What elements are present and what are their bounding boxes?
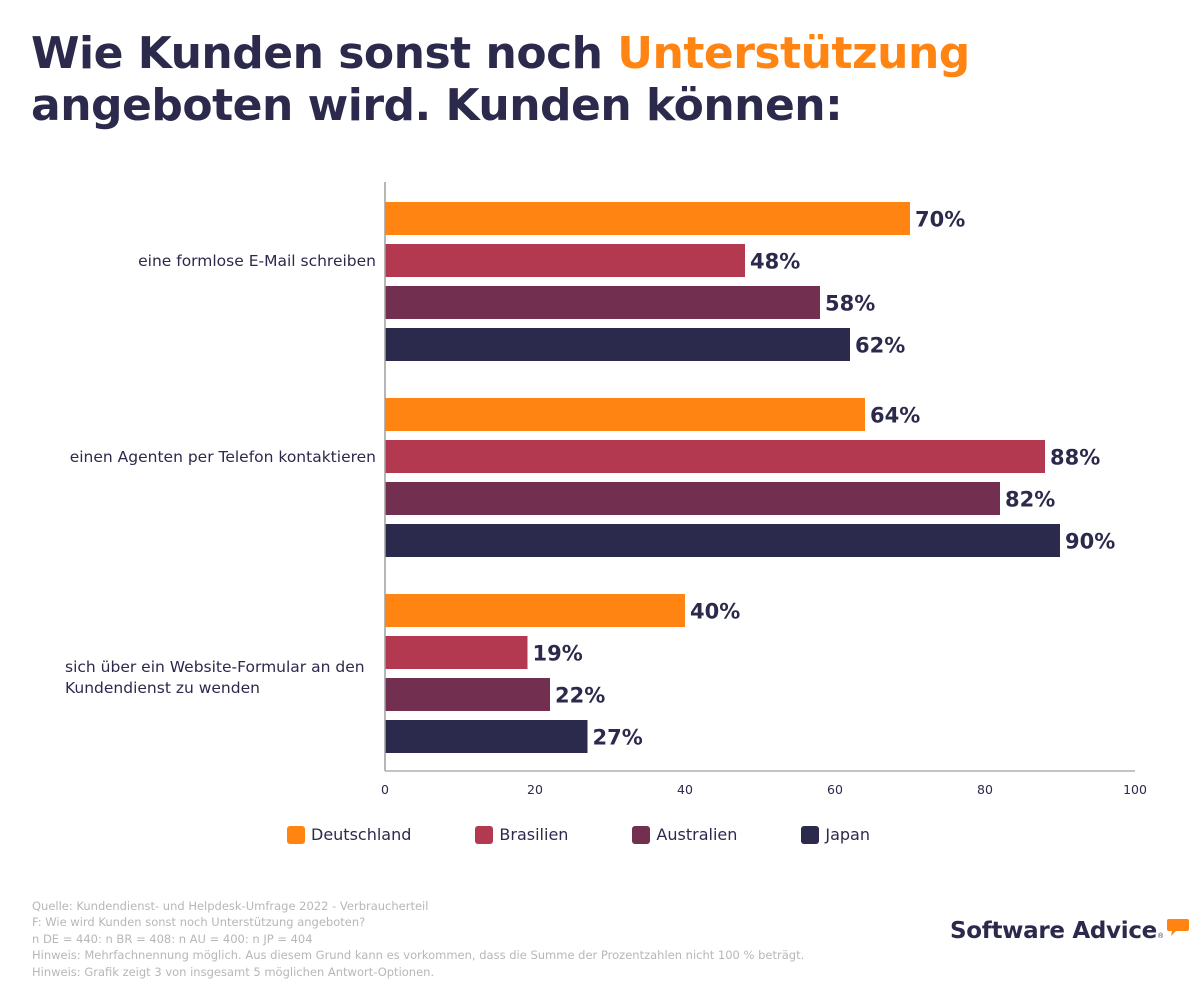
bar-chart: 70% 48% 58% 62% 64% 88% 82% 90% 40% 19% 22% 27% 0 20… xyxy=(381,182,1147,797)
footnote-question: F: Wie wird Kunden sonst noch Unterstütz… xyxy=(32,915,366,930)
legend-swatch xyxy=(632,825,651,844)
value-label: 70% xyxy=(915,208,965,232)
x-tick-label: 20 xyxy=(527,782,543,797)
x-tick-labels: 0 20 40 60 80 100 xyxy=(381,782,1147,797)
x-tick-label: 60 xyxy=(827,782,843,797)
bar-brasilien-2 xyxy=(385,440,1045,473)
legend-label: Deutschland xyxy=(311,825,412,844)
category-label-line: eine formlose E-Mail schreiben xyxy=(138,252,376,270)
legend-item-australien: Australien xyxy=(632,825,737,844)
footnote-sample-sizes: n DE = 440: n BR = 408: n AU = 400: n JP… xyxy=(32,931,313,946)
speech-bubble-icon xyxy=(1167,919,1190,936)
bar-japan-2 xyxy=(385,524,1060,557)
value-label: 19% xyxy=(533,642,583,666)
bar-deutschland-1 xyxy=(385,202,910,235)
legend-swatch xyxy=(801,825,820,844)
software-advice-logo: Software Advice ® xyxy=(950,918,1190,944)
legend: Deutschland Brasilien Australien Japan xyxy=(287,825,870,844)
category-label-line: Kundendienst zu wenden xyxy=(65,678,260,697)
bar-japan-3 xyxy=(385,720,588,753)
title-accent: Unterstützung xyxy=(617,28,970,79)
category-label-line: sich über ein Website-Formular an den xyxy=(65,657,365,676)
bar-japan-1 xyxy=(385,328,850,361)
page-title: Wie Kunden sonst noch Unterstützung ange… xyxy=(31,28,970,132)
logo-text: Software Advice xyxy=(950,918,1157,944)
bar-deutschland-3 xyxy=(385,594,685,627)
bar-brasilien-3 xyxy=(385,636,528,669)
bar-australien-1 xyxy=(385,286,820,319)
bar-australien-2 xyxy=(385,482,1000,515)
x-tick-label: 80 xyxy=(977,782,993,797)
legend-swatch xyxy=(287,825,305,844)
bar-deutschland-2 xyxy=(385,398,865,431)
logo-registered-mark: ® xyxy=(1157,933,1164,940)
bars-layer xyxy=(385,202,1060,753)
legend-swatch xyxy=(475,825,494,844)
title-part1: Wie Kunden sonst noch xyxy=(31,28,618,79)
legend-item-deutschland: Deutschland xyxy=(287,825,411,844)
bar-brasilien-1 xyxy=(385,244,745,277)
title-part2: angeboten wird. Kunden können: xyxy=(31,80,843,131)
legend-label: Australien xyxy=(656,825,738,844)
value-label: 22% xyxy=(555,684,605,708)
footnote-source: Quelle: Kundendienst- und Helpdesk-Umfra… xyxy=(32,899,429,913)
bar-australien-3 xyxy=(385,678,550,711)
legend-item-brasilien: Brasilien xyxy=(475,825,568,844)
value-label: 27% xyxy=(593,726,643,750)
legend-label: Brasilien xyxy=(499,825,569,844)
x-tick-label: 40 xyxy=(677,782,693,797)
value-label: 62% xyxy=(855,334,905,358)
category-label: sich über ein Website-Formular an den Kun… xyxy=(65,657,365,699)
legend-item-japan: Japan xyxy=(801,825,870,844)
category-label: einen Agenten per Telefon kontaktieren xyxy=(70,447,376,468)
value-labels-layer: 70% 48% 58% 62% 64% 88% 82% 90% 40% 19% 22% 27% xyxy=(533,208,1116,750)
value-label: 64% xyxy=(870,404,920,428)
value-label: 88% xyxy=(1050,446,1100,470)
value-label: 48% xyxy=(750,250,800,274)
x-tick-label: 100 xyxy=(1123,782,1147,797)
value-label: 58% xyxy=(825,292,875,316)
footnotes: Quelle: Kundendienst- und Helpdesk-Umfra… xyxy=(32,898,804,980)
x-tick-label: 0 xyxy=(381,782,389,797)
legend-label: Japan xyxy=(825,825,870,844)
category-label: eine formlose E-Mail schreiben xyxy=(138,251,376,272)
value-label: 90% xyxy=(1065,530,1115,554)
footnote-note-multiple: Hinweis: Mehrfachnennung möglich. Aus di… xyxy=(32,948,805,963)
footnote-note-options: Hinweis: Grafik zeigt 3 von insgesamt 5 … xyxy=(32,964,435,979)
category-label-line: einen Agenten per Telefon kontaktieren xyxy=(69,448,376,466)
value-label: 82% xyxy=(1005,488,1055,512)
value-label: 40% xyxy=(690,600,740,624)
